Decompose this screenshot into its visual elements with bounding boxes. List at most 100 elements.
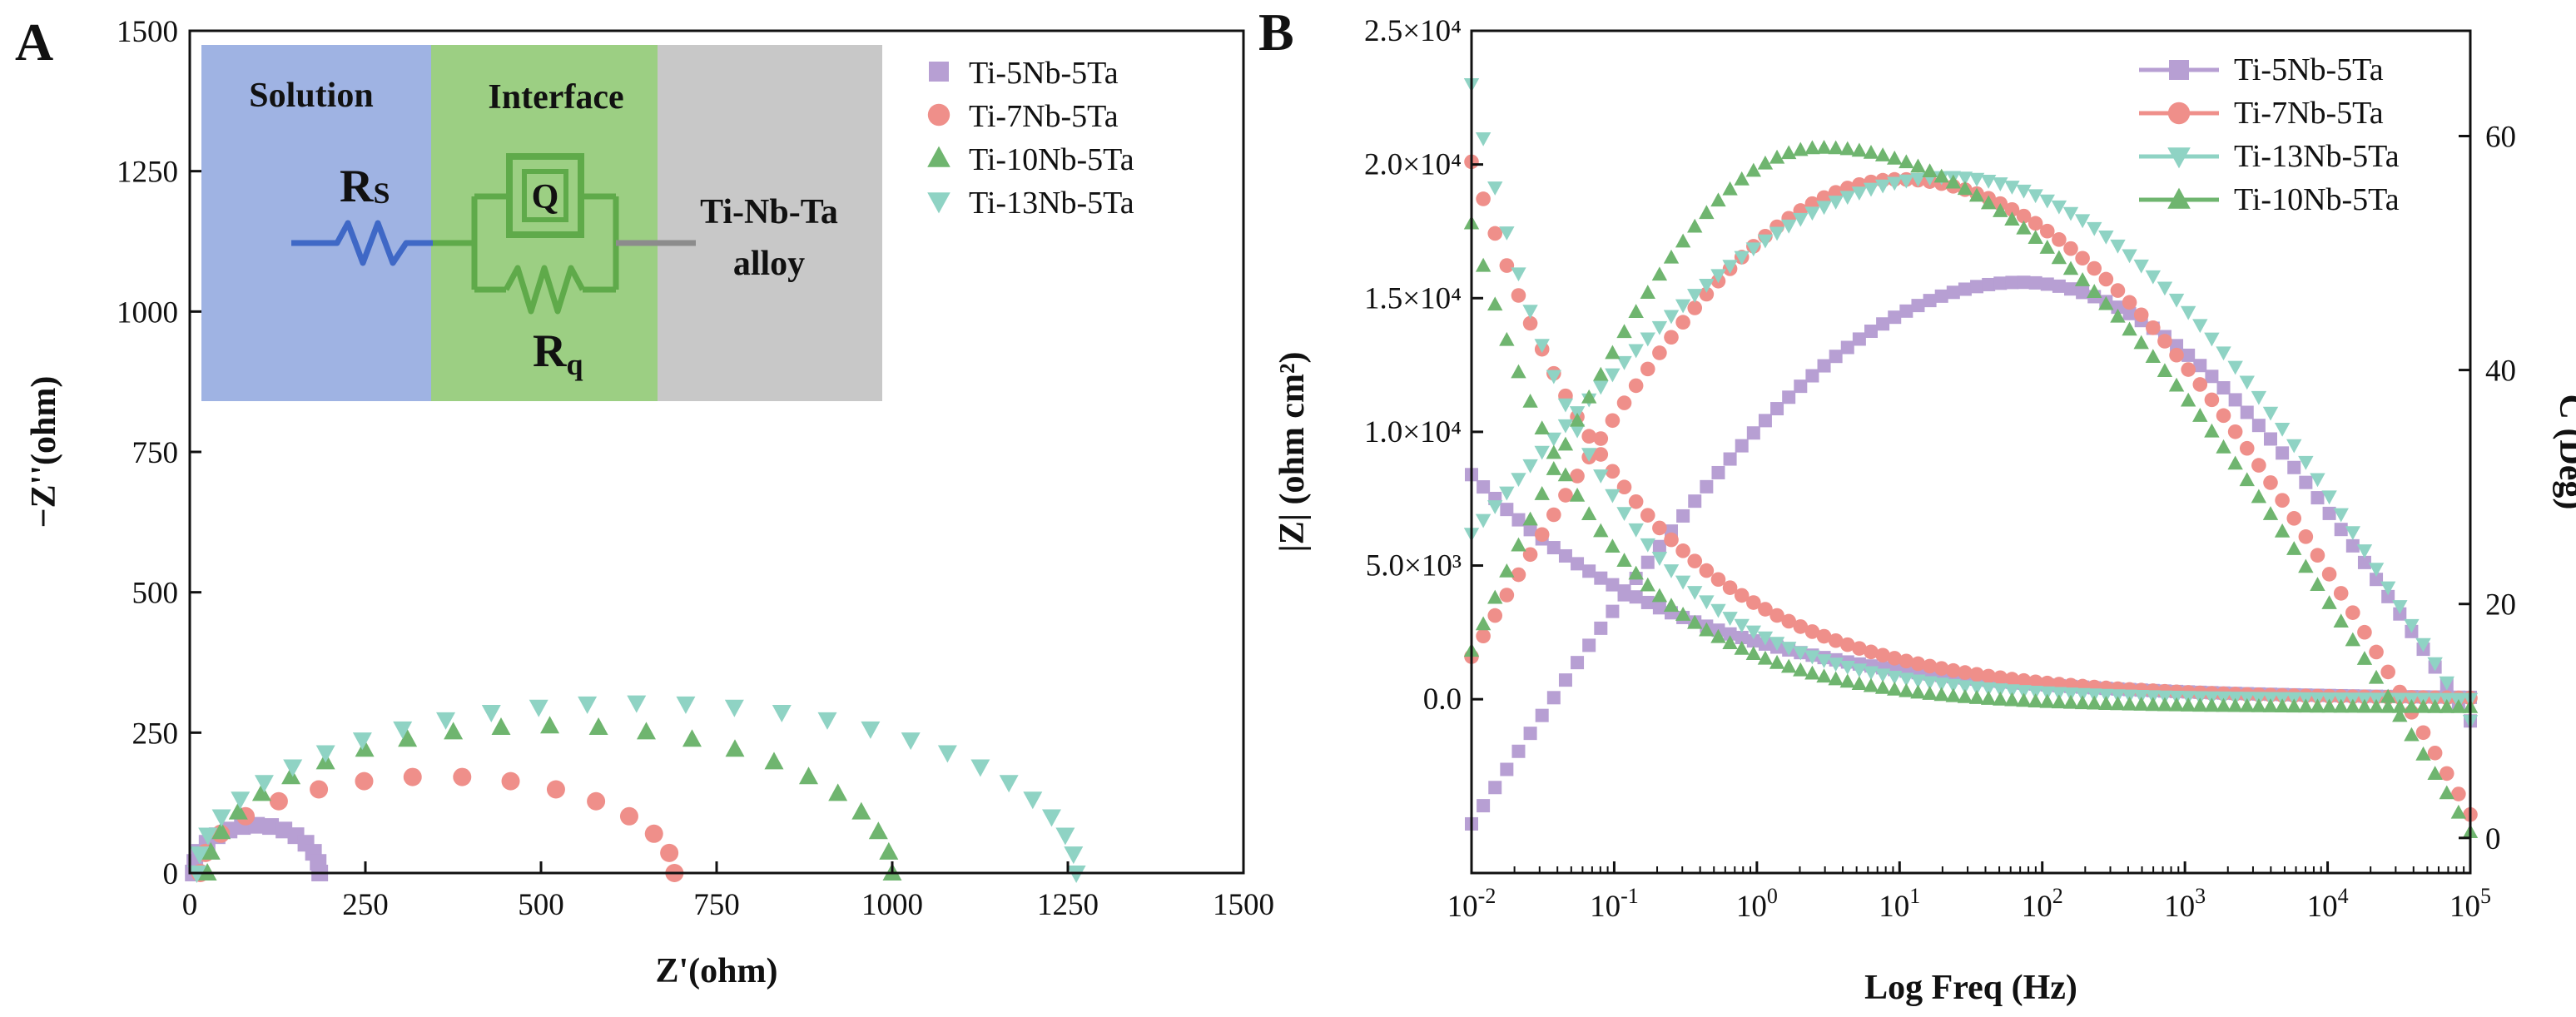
panel-b-phase-point <box>2310 548 2325 563</box>
panel-b-impedance-point <box>1710 572 1726 588</box>
panel-b-impedance-point <box>1793 619 1809 634</box>
panel-b-impedance-point <box>1605 464 1621 479</box>
q-element-label: Q <box>532 178 559 216</box>
panel-a-data-point <box>725 739 745 757</box>
panel-b-phase-point <box>2157 281 2173 296</box>
panel-b-phase-point <box>1770 402 1784 416</box>
panel-a-data-point <box>393 721 413 739</box>
panel-b-impedance-point <box>1958 665 1973 680</box>
panel-b-phase-point <box>2380 688 2396 703</box>
panel-a-legend-label: Ti-5Nb-5Ta <box>969 56 1119 91</box>
panel-b-phase-point <box>1887 176 1903 191</box>
panel-b-phase-point <box>2369 644 2384 660</box>
panel-b-phase-point <box>1499 588 1515 603</box>
panel-b-phase-point <box>1780 219 1797 234</box>
panel-b-phase-point <box>2216 346 2231 361</box>
panel-a-y-tick-label: 750 <box>132 436 179 470</box>
panel-b-impedance-point <box>1651 588 1668 603</box>
panel-a-data-point <box>817 712 837 730</box>
panel-b-phase-point <box>2321 490 2337 505</box>
panel-b-phase-point <box>1675 299 1691 314</box>
panel-b-impedance-point <box>2392 698 2408 713</box>
panel-b-phase-point <box>1888 310 1902 325</box>
panel-b-phase-point <box>1628 344 1644 359</box>
panel-b-x-tick-label: 104 <box>2307 884 2349 924</box>
panel-a-data-point <box>724 699 744 717</box>
panel-b-phase-point <box>2415 725 2431 741</box>
panel-b-phase-point <box>2004 201 2020 217</box>
panel-b-phase-point <box>1640 555 1655 569</box>
equivalent-circuit-inset: Solution Interface Ti-Nb-Ta alloy RS Q <box>201 45 882 401</box>
panel-b-impedance-point <box>1710 603 1726 618</box>
panel-b-impedance-point <box>2157 697 2173 712</box>
panel-a-data-point <box>501 771 520 791</box>
panel-b-impedance-point <box>2192 697 2208 712</box>
panel-b-impedance-point <box>1546 444 1562 459</box>
panel-b-impedance-point <box>1887 681 1903 696</box>
panel-b-phase-point <box>1487 500 1503 514</box>
panel-b-phase-point <box>1945 174 1962 189</box>
panel-b-phase-point <box>1804 140 1820 155</box>
panel-a-data-point <box>254 775 274 793</box>
panel-b-phase-point <box>2076 285 2090 300</box>
panel-b-impedance-point <box>1769 608 1784 623</box>
panel-a-x-tick-label: 1000 <box>861 888 923 922</box>
panel-b-impedance-point <box>1980 682 1997 697</box>
panel-b-impedance-point <box>2098 696 2114 710</box>
panel-b-impedance-point <box>1558 548 1572 563</box>
panel-b-impedance-point <box>1734 618 1750 633</box>
inset-alloy-label-line1: Ti-Nb-Ta <box>700 193 838 231</box>
panel-b-impedance-point <box>1499 226 1515 241</box>
panel-b-impedance-point <box>2039 686 2055 701</box>
panel-b-impedance-point <box>2016 672 2032 688</box>
panel-b-phase-point <box>1829 350 1843 364</box>
panel-b-impedance-point <box>1946 662 1961 678</box>
panel-b-phase-point <box>1864 325 1878 339</box>
panel-a-data-point <box>1041 809 1061 827</box>
panel-b-phase-point <box>1535 708 1549 722</box>
panel-b-phase-point <box>2004 181 2020 195</box>
panel-a-legend-marker <box>927 192 950 214</box>
panel-b-impedance-point <box>2028 686 2043 700</box>
panel-b-phase-point <box>1839 191 1855 206</box>
panel-b-impedance-point <box>1933 661 1949 676</box>
panel-b-phase-point <box>1546 461 1562 475</box>
panel-b-y2-tick-label: 20 <box>2485 588 2516 623</box>
panel-b-phase-point <box>1851 186 1868 201</box>
panel-b-phase-point <box>2439 676 2454 691</box>
panel-b-phase-point <box>1758 414 1772 428</box>
panel-b-impedance-point <box>1640 577 1655 592</box>
panel-a-x-axis-title: Z'(ohm) <box>656 952 778 990</box>
panel-b-phase-point <box>2334 523 2348 537</box>
panel-a-data-point <box>481 705 501 723</box>
panel-b-phase-point <box>1734 251 1750 265</box>
panel-a-data-point <box>453 767 472 786</box>
panel-b-phase-point <box>2180 392 2196 407</box>
panel-a-data-point <box>676 696 696 714</box>
panel-a-data-point <box>211 809 231 827</box>
panel-b-impedance-point <box>1594 571 1608 585</box>
panel-a-x-tick-label: 1500 <box>1213 888 1274 922</box>
panel-b-impedance-point <box>1746 634 1760 648</box>
panel-b-phase-point <box>2356 544 2373 558</box>
panel-b-phase-point <box>1722 181 1738 196</box>
panel-b-impedance-point <box>1816 668 1832 683</box>
panel-a-data-point <box>578 696 598 714</box>
panel-b-impedance-point <box>1687 614 1703 629</box>
panel-a-data-point <box>627 695 647 713</box>
panel-b-impedance-point <box>1863 677 1879 692</box>
panel-b-phase-point <box>1582 638 1596 652</box>
panel-b-phase-point <box>1687 218 1703 233</box>
panel-a-data-point <box>999 775 1019 793</box>
panel-b-impedance-point <box>1887 651 1903 666</box>
panel-b-phase-point <box>2227 360 2243 375</box>
panel-b-phase-point <box>2227 455 2243 470</box>
panel-b-y2-tick-label: 40 <box>2485 355 2516 389</box>
panel-b-impedance-point <box>1993 670 2008 686</box>
panel-b-impedance-point <box>2110 696 2126 711</box>
panel-b-phase-point <box>2204 392 2220 408</box>
panel-b-phase-point <box>2146 320 2161 335</box>
panel-b-phase-point <box>1968 187 1985 202</box>
panel-b-phase-point <box>1675 233 1691 248</box>
rs-label: RS <box>340 161 390 212</box>
